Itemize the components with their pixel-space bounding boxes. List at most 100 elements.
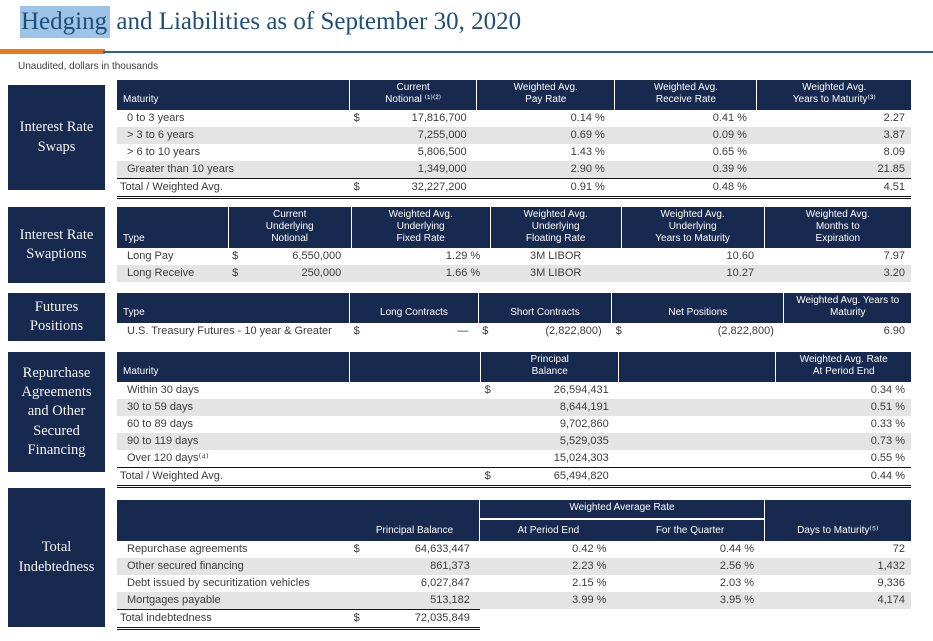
table-row: 30 to 59 days 8,644,191 0.51 %: [117, 398, 911, 416]
table-row: Within 30 days $26,594,431 0.34 %: [117, 382, 911, 399]
cell-value: 17,816,700: [411, 111, 467, 124]
data-table: Maturity Principal Balance Weighted Avg. R…: [117, 352, 911, 488]
table-cell: 0.48 %: [614, 177, 757, 199]
table-cell: $65,494,820: [480, 466, 619, 488]
column-header: Maturity: [117, 80, 350, 110]
table-cell: [350, 382, 481, 399]
table-cell: $64,633,447: [350, 541, 480, 558]
table-cell: $ (2,822,800): [478, 323, 611, 340]
column-header: Long Contracts: [349, 293, 479, 323]
table-cell: [619, 382, 776, 399]
cell-value: 65,494,820: [553, 469, 609, 482]
accent-rule-orange: [0, 49, 105, 54]
table-cell: [350, 433, 481, 450]
interest-rate-swaps-table: Maturity Current Notional ⁽¹⁾⁽²⁾ Weighted …: [117, 80, 911, 199]
column-header: [117, 518, 350, 541]
column-header: Weighted Avg. Rate At Period End: [775, 352, 911, 382]
table-cell: 1,432: [877, 559, 905, 572]
table-row: Repurchase agreements $64,633,447 0.42 % 0.…: [117, 541, 911, 558]
currency-symbol: $: [353, 180, 360, 193]
page-title: Hedging and Liabilities as of September …: [20, 6, 522, 38]
table-row: > 3 to 6 years 7,255,000 0.69 % 0.09 % 3.87: [117, 126, 911, 144]
interest-rate-swaptions-table: Type Current Underlying Notional Weighted …: [117, 207, 911, 283]
table-cell: Long Pay: [127, 250, 174, 263]
column-header: Current Notional ⁽¹⁾⁽²⁾: [349, 80, 477, 110]
table-cell: 513,182: [430, 593, 470, 606]
table-cell: 0.34 %: [870, 383, 905, 396]
table-cell: 0.33 %: [870, 417, 905, 430]
column-header: Weighted Avg. Underlying Fixed Rate: [350, 207, 491, 249]
table-cell: 0.41 %: [712, 111, 747, 124]
cell-value: 26,594,431: [553, 383, 609, 396]
currency-symbol: $: [232, 250, 239, 263]
table-cell: 3M LIBOR: [529, 267, 582, 280]
table-cell: 0.91 %: [476, 177, 615, 199]
header-spacer: [117, 500, 480, 519]
title-text: and Liabilities as of September 30, 2020: [110, 8, 522, 35]
column-header: Weighted Avg. Years to Maturity⁽³⁾: [756, 80, 911, 110]
table-cell: 1.43 %: [570, 145, 605, 158]
group-header: Weighted Average Rate: [479, 500, 765, 520]
table-cell: 4,174: [877, 594, 905, 607]
table-cell: 0.14 %: [570, 111, 605, 124]
cell-value: (2,822,800): [717, 325, 774, 337]
table-cell: 0.51 %: [870, 400, 905, 413]
table-cell: 3.20: [883, 267, 905, 280]
column-header: Days to Maturity⁽⁵⁾: [763, 518, 911, 541]
total-row: Total / Weighted Avg. $65,494,820 0.44 %: [117, 466, 911, 488]
table-row: 60 to 89 days 9,702,860 0.33 %: [117, 416, 911, 433]
table-cell: Debt issued by securitization vehicles: [127, 576, 310, 589]
table-cell: > 6 to 10 years: [127, 145, 201, 158]
table-cell: 9,702,860: [559, 417, 609, 430]
table-cell: 1.66 %: [445, 267, 481, 280]
column-header: Weighted Avg. Receive Rate: [614, 80, 757, 110]
data-table: Type Current Underlying Notional Weighted …: [117, 207, 911, 283]
table-cell: Long Receive: [127, 267, 195, 280]
column-header: At Period End: [479, 518, 617, 541]
table-cell: [616, 609, 764, 628]
table-row: Long Receive $250,000 1.66 % 3M LIBOR 10.27 3…: [117, 265, 911, 283]
table-cell: $17,816,700: [350, 110, 477, 127]
currency-symbol: $: [482, 325, 489, 337]
currency-symbol: $: [353, 325, 360, 337]
table-cell: Repurchase agreements: [127, 542, 248, 555]
cell-value: (2,822,800): [545, 325, 602, 337]
table-cell: 10.27: [726, 267, 755, 280]
subtitle-note: Unaudited, dollars in thousands: [18, 61, 159, 72]
table-cell: [619, 450, 776, 468]
cell-value: 32,227,200: [411, 180, 467, 193]
cell-value: 6,550,000: [292, 250, 342, 263]
table-cell: 2.15 %: [572, 576, 607, 589]
cell-value: 250,000: [301, 267, 342, 280]
table-row: U.S. Treasury Futures - 10 year & Greate…: [117, 323, 911, 340]
table-cell: [350, 416, 481, 433]
column-header: Net Positions: [611, 293, 784, 323]
table-cell: [619, 433, 776, 450]
table-cell: 21.85: [877, 162, 905, 175]
table-cell: 0.42 %: [572, 542, 607, 555]
futures-positions-table: Type Long Contracts Short Contracts Net Pos…: [117, 293, 911, 340]
cell-value: —: [457, 325, 469, 337]
column-header: Type: [117, 293, 350, 323]
table-cell: 7,255,000: [417, 128, 467, 141]
table-cell: 5,529,035: [559, 434, 609, 447]
table-cell: 15,024,303: [553, 451, 609, 464]
table-cell: Over 120 days⁽⁴⁾: [127, 451, 209, 464]
table-cell: 8.09: [883, 145, 905, 158]
table-cell: 0.09 %: [712, 128, 747, 141]
currency-symbol: $: [615, 325, 622, 337]
table-cell: 60 to 89 days: [127, 417, 194, 430]
table-cell: Total / Weighted Avg.: [117, 177, 350, 199]
column-header: Weighted Avg. Underlying Years to Maturi…: [620, 207, 765, 249]
total-indebtedness-table: Weighted Average Rate Principal Balance At…: [117, 500, 911, 630]
table-cell: 2.03 %: [719, 576, 755, 589]
table-cell: [619, 416, 776, 433]
total-row: Total indebtedness $72,035,849: [117, 608, 911, 630]
section-label: Total Indebtedness: [8, 488, 105, 627]
table-cell: 861,373: [430, 559, 470, 572]
table-cell: 30 to 59 days: [127, 400, 194, 413]
table-cell: 0.69 %: [570, 128, 605, 141]
table-row: 0 to 3 years $17,816,700 0.14 % 0.41 % 2.27: [117, 110, 911, 127]
table-cell: $72,035,849: [349, 608, 480, 630]
data-table: Weighted Average Rate Principal Balance At…: [117, 500, 911, 630]
